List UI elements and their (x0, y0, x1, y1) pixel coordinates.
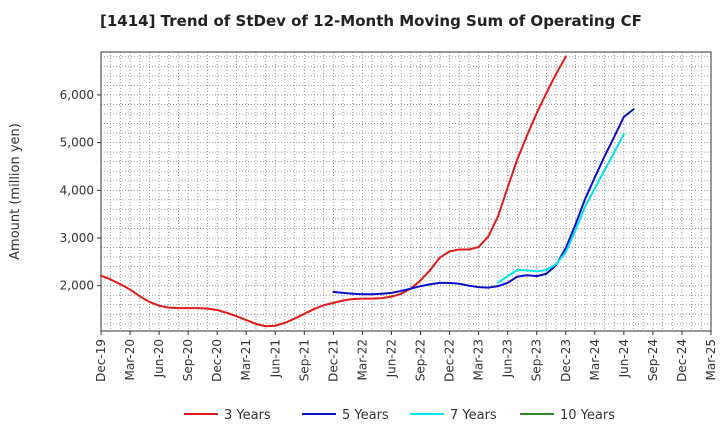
x-tick-label: Sep-22 (414, 339, 428, 381)
y-tick-label: 6,000 (60, 88, 94, 102)
x-tick-label: Dec-22 (443, 339, 457, 382)
x-tick-label: Sep-24 (646, 339, 660, 381)
x-tick-label: Dec-21 (326, 339, 340, 382)
x-tick-label: Mar-21 (239, 339, 253, 380)
x-tick-label: Jun-23 (501, 339, 515, 378)
x-tick-label: Dec-24 (675, 339, 689, 382)
series-line-5-years (332, 108, 635, 296)
y-axis-label: Amount (million yen) (8, 123, 23, 260)
legend-label: 5 Years (342, 408, 389, 423)
x-tick-label: Sep-21 (297, 339, 311, 381)
y-tick-label: 5,000 (60, 136, 94, 150)
x-tick-label: Dec-19 (94, 339, 108, 382)
series-line-3-years (100, 55, 567, 328)
x-tick-label: Jun-22 (384, 339, 398, 378)
legend-label: 10 Years (560, 408, 615, 423)
legend-label: 3 Years (224, 408, 271, 423)
x-tick-label: Jun-21 (268, 339, 282, 378)
plot-frame (100, 51, 712, 332)
x-tick-label: Mar-22 (355, 339, 369, 380)
x-tick-label: Mar-20 (123, 339, 137, 380)
series-line-7-years (496, 133, 625, 284)
x-tick-label: Mar-25 (704, 339, 718, 380)
chart-title: [1414] Trend of StDev of 12-Month Moving… (100, 12, 642, 30)
x-tick-label: Sep-20 (181, 339, 195, 381)
x-tick-label: Dec-23 (559, 339, 573, 382)
y-tick-label: 4,000 (60, 183, 94, 197)
y-tick-label: 3,000 (60, 231, 94, 245)
x-tick-label: Mar-23 (472, 339, 486, 380)
legend-label: 7 Years (450, 408, 497, 423)
x-tick-label: Sep-23 (530, 339, 544, 381)
x-tick-label: Jun-24 (617, 339, 631, 378)
y-tick-label: 2,000 (60, 279, 94, 293)
x-tick-label: Mar-24 (588, 339, 602, 380)
x-tick-label: Dec-20 (210, 339, 224, 382)
x-tick-label: Jun-20 (152, 339, 166, 378)
